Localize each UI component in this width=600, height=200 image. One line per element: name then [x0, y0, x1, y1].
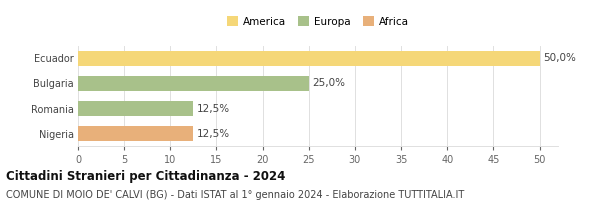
Legend: America, Europa, Africa: America, Europa, Africa [223, 12, 413, 31]
Text: COMUNE DI MOIO DE' CALVI (BG) - Dati ISTAT al 1° gennaio 2024 - Elaborazione TUT: COMUNE DI MOIO DE' CALVI (BG) - Dati IST… [6, 190, 464, 200]
Text: 25,0%: 25,0% [313, 78, 346, 88]
Bar [78, 51, 539, 66]
Text: Cittadini Stranieri per Cittadinanza - 2024: Cittadini Stranieri per Cittadinanza - 2… [6, 170, 286, 183]
Text: 12,5%: 12,5% [197, 129, 230, 139]
Bar [78, 101, 193, 116]
Bar [78, 126, 193, 141]
Text: 12,5%: 12,5% [197, 104, 230, 114]
Text: 50,0%: 50,0% [543, 53, 576, 63]
Bar [78, 76, 309, 91]
